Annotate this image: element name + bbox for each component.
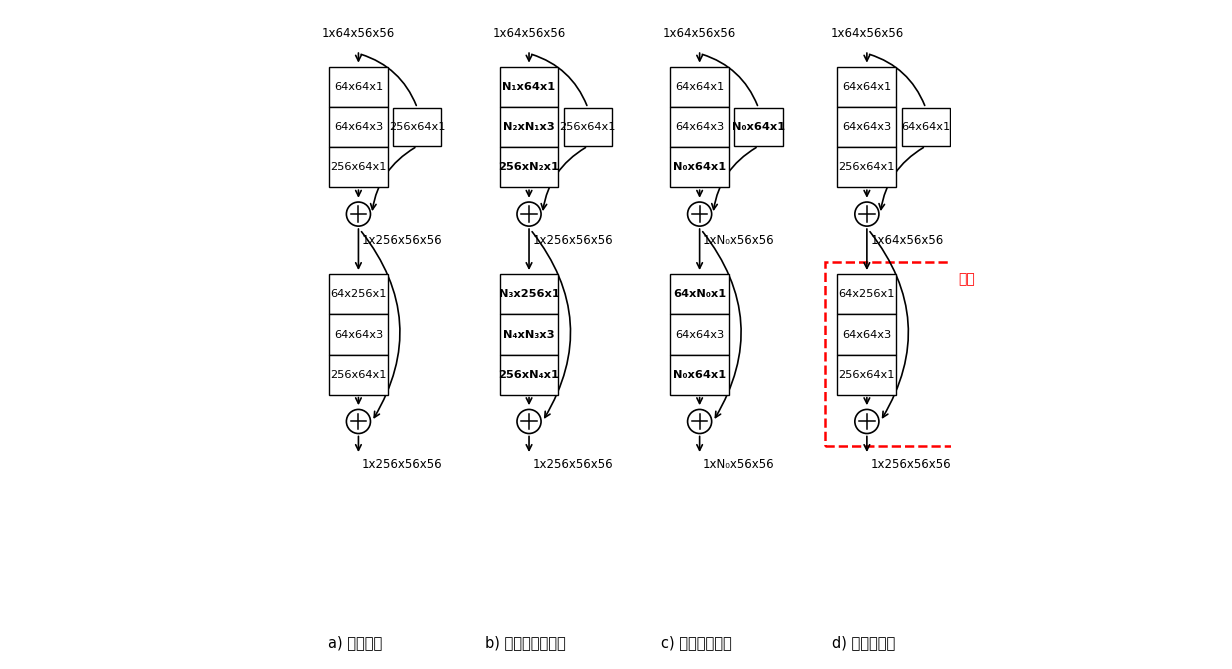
Text: 256xN₂x1: 256xN₂x1 [499, 163, 559, 172]
Bar [838, 147, 897, 187]
Bar [825, 262, 973, 446]
Text: 64x64x1: 64x64x1 [334, 82, 383, 92]
Text: 256xN₄x1: 256xN₄x1 [499, 370, 559, 379]
Text: 256x64x1: 256x64x1 [389, 122, 446, 132]
Text: 1x64x56x56: 1x64x56x56 [870, 234, 944, 248]
Bar [838, 355, 897, 395]
Bar [670, 107, 729, 147]
Text: d) 块级别剪枝: d) 块级别剪枝 [832, 635, 896, 650]
Text: 1x64x56x56: 1x64x56x56 [830, 27, 903, 40]
Bar [329, 107, 388, 147]
Text: N₀x64x1: N₀x64x1 [732, 122, 785, 132]
Bar [902, 108, 950, 146]
Bar [670, 147, 729, 187]
Bar [670, 314, 729, 355]
Text: N₂xN₁x3: N₂xN₁x3 [503, 122, 554, 132]
Text: 1x64x56x56: 1x64x56x56 [493, 27, 565, 40]
Bar [838, 314, 897, 355]
Text: 256x64x1: 256x64x1 [559, 122, 616, 132]
Bar [393, 108, 441, 146]
Text: a) 原始模型: a) 原始模型 [328, 635, 382, 650]
Text: 64x64x1: 64x64x1 [675, 82, 724, 92]
Bar [500, 147, 558, 187]
Bar [500, 314, 558, 355]
Text: N₀x64x1: N₀x64x1 [673, 163, 726, 172]
Text: 64x64x1: 64x64x1 [901, 122, 950, 132]
Text: 256x64x1: 256x64x1 [330, 163, 387, 172]
Bar [734, 108, 782, 146]
Bar [670, 67, 729, 107]
Bar [500, 67, 558, 107]
Text: 64x64x3: 64x64x3 [675, 122, 724, 132]
Text: 1xN₀x56x56: 1xN₀x56x56 [703, 458, 775, 472]
Bar [329, 147, 388, 187]
Text: 1xN₀x56x56: 1xN₀x56x56 [703, 234, 775, 248]
Text: 1x256x56x56: 1x256x56x56 [362, 458, 442, 472]
Bar [670, 355, 729, 395]
Text: 256x64x1: 256x64x1 [839, 163, 896, 172]
Text: 1x256x56x56: 1x256x56x56 [532, 234, 614, 248]
Bar [500, 274, 558, 314]
Text: 1x256x56x56: 1x256x56x56 [532, 458, 614, 472]
Bar [329, 314, 388, 355]
Text: 1x64x56x56: 1x64x56x56 [322, 27, 395, 40]
Text: b) 滤波器级别剪枝: b) 滤波器级别剪枝 [485, 635, 565, 650]
Text: 丢弃: 丢弃 [958, 272, 975, 286]
Bar [329, 355, 388, 395]
Bar [329, 67, 388, 107]
Bar [564, 108, 612, 146]
Bar [500, 355, 558, 395]
Text: N₃x256x1: N₃x256x1 [499, 290, 559, 299]
Bar [500, 107, 558, 147]
Text: 64x256x1: 64x256x1 [839, 290, 896, 299]
Text: 64x64x3: 64x64x3 [334, 122, 383, 132]
Bar [329, 274, 388, 314]
Bar [838, 274, 897, 314]
Text: c) 阶段级别剪枝: c) 阶段级别剪枝 [660, 635, 732, 650]
Text: 64x64x3: 64x64x3 [843, 122, 892, 132]
Text: 64x64x3: 64x64x3 [334, 330, 383, 339]
Text: 64x256x1: 64x256x1 [330, 290, 387, 299]
Bar [838, 67, 897, 107]
Text: 256x64x1: 256x64x1 [839, 370, 896, 379]
Text: 64xN₀x1: 64xN₀x1 [673, 290, 726, 299]
Text: 64x64x3: 64x64x3 [843, 330, 892, 339]
Text: 1x64x56x56: 1x64x56x56 [663, 27, 737, 40]
Text: N₀x64x1: N₀x64x1 [673, 370, 726, 379]
Text: N₄xN₃x3: N₄xN₃x3 [503, 330, 554, 339]
Text: 64x64x1: 64x64x1 [843, 82, 892, 92]
Bar [670, 274, 729, 314]
Text: N₁x64x1: N₁x64x1 [503, 82, 556, 92]
Text: 1x256x56x56: 1x256x56x56 [362, 234, 442, 248]
Bar [838, 107, 897, 147]
Text: 1x256x56x56: 1x256x56x56 [870, 458, 951, 472]
Text: 256x64x1: 256x64x1 [330, 370, 387, 379]
Text: 64x64x3: 64x64x3 [675, 330, 724, 339]
